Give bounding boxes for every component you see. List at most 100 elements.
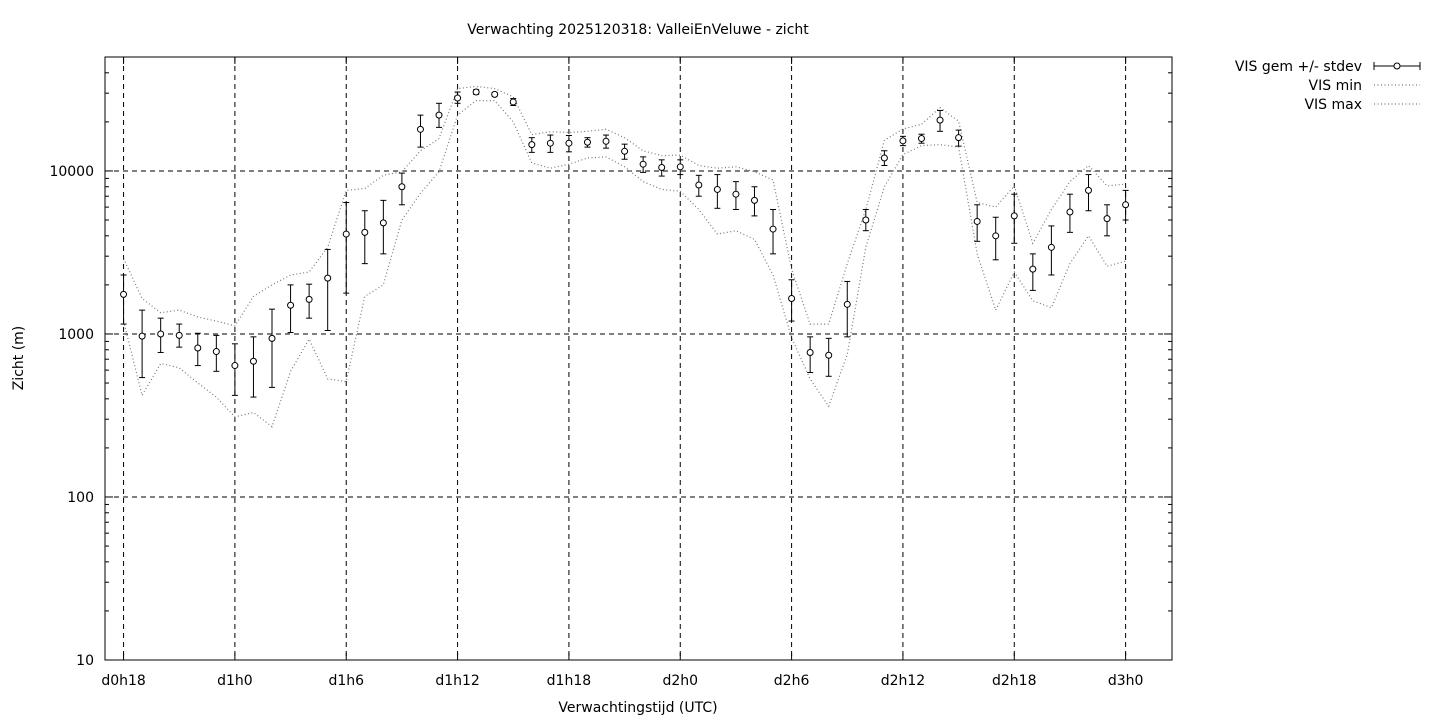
mean-marker: [862, 216, 870, 224]
mean-marker: [138, 332, 146, 340]
mean-marker: [973, 217, 981, 225]
legend-label: VIS gem +/- stdev: [1235, 59, 1362, 75]
x-tick-label: d2h12: [881, 673, 925, 689]
errorbar-point: [565, 134, 573, 153]
mean-marker: [713, 185, 721, 193]
vis-min-line: [123, 99, 1126, 428]
errorbar-point: [268, 308, 276, 388]
errorbar-point: [713, 174, 721, 209]
errorbar-point: [546, 134, 554, 153]
legend: VIS gem +/- stdev VIS min VIS max: [1235, 59, 1421, 113]
mean-marker: [1103, 215, 1111, 223]
errorbar-point: [1047, 225, 1055, 276]
legend-swatch-marker: [1393, 62, 1401, 70]
errorbar-point: [1122, 189, 1130, 221]
errorbar-point: [843, 280, 851, 338]
errorbar-point: [973, 204, 981, 242]
errorbar-point: [1084, 174, 1092, 212]
errorbar-point: [379, 199, 387, 255]
mean-marker: [1084, 186, 1092, 194]
mean-marker: [621, 147, 629, 155]
errorbar-point: [583, 137, 591, 148]
mean-marker: [120, 290, 128, 298]
errorbar-point: [175, 323, 183, 348]
mean-marker: [249, 357, 257, 365]
x-tick-label: d2h6: [774, 673, 810, 689]
mean-marker: [1010, 212, 1018, 220]
mean-marker: [398, 183, 406, 191]
mean-marker: [491, 90, 499, 98]
x-tick-label: d1h0: [217, 673, 253, 689]
mean-marker: [305, 295, 313, 303]
errorbar-point: [305, 283, 313, 319]
mean-marker: [788, 295, 796, 303]
mean-marker: [583, 138, 591, 146]
mean-marker: [1029, 265, 1037, 273]
errorbar-point: [491, 90, 499, 98]
x-tick-label: d0h18: [101, 673, 145, 689]
errorbar-point: [454, 91, 462, 104]
mean-marker: [565, 139, 573, 147]
series-vis-max: [123, 85, 1126, 327]
errorbar-point: [732, 181, 740, 211]
mean-marker: [268, 334, 276, 342]
mean-marker: [955, 134, 963, 142]
errorbar-point: [398, 172, 406, 206]
mean-marker: [658, 163, 666, 171]
mean-marker: [917, 135, 925, 143]
mean-marker: [880, 154, 888, 162]
chart-title: Verwachting 2025120318: ValleiEnVeluwe -…: [467, 22, 809, 38]
mean-marker: [695, 181, 703, 189]
errorbar-point: [936, 109, 944, 132]
mean-marker: [416, 125, 424, 133]
mean-marker: [806, 348, 814, 356]
errorbar-point: [324, 248, 332, 332]
series-vis-mean-stdev: [120, 88, 1130, 398]
x-tick-label: d1h18: [547, 673, 591, 689]
errorbar-point: [361, 210, 369, 265]
mean-marker: [936, 116, 944, 124]
errorbar-point: [1103, 204, 1111, 237]
x-tick-label: d3h0: [1108, 673, 1144, 689]
x-tick-label: d2h18: [992, 673, 1036, 689]
errorbar-point: [621, 143, 629, 160]
errorbar-point: [880, 150, 888, 166]
x-tick-label: d1h12: [435, 673, 479, 689]
mean-marker: [435, 111, 443, 119]
errorbar-point: [676, 159, 684, 176]
legend-label: VIS max: [1304, 97, 1362, 113]
mean-marker: [231, 362, 239, 370]
errorbar-point: [992, 216, 1000, 261]
errorbar-point: [287, 284, 295, 334]
y-axis-label: Zicht (m): [11, 326, 27, 391]
axis-ticks: d0h18 d1h0 d1h6 d1h12 d1h18 d2h0 d2h6 d2h12 d2h1…: [49, 56, 1172, 689]
mean-marker: [732, 190, 740, 198]
mean-marker: [1047, 243, 1055, 251]
errorbar-point: [955, 129, 963, 147]
errorbar-point: [212, 334, 220, 372]
plot-frame: [104, 56, 1173, 661]
errorbar-point: [249, 336, 257, 398]
mean-marker: [528, 141, 536, 149]
mean-marker: [287, 301, 295, 309]
errorbar-point: [120, 274, 128, 325]
mean-marker: [175, 331, 183, 339]
mean-marker: [324, 274, 332, 282]
y-tick-label: 100: [67, 490, 94, 506]
y-tick-label: 1000: [58, 327, 94, 343]
errorbar-point: [194, 332, 202, 367]
mean-marker: [1066, 208, 1074, 216]
legend-label: VIS min: [1309, 78, 1362, 94]
mean-marker: [750, 196, 758, 204]
x-axis-label: Verwachtingstijd (UTC): [558, 700, 717, 716]
x-tick-label: d1h6: [328, 673, 364, 689]
errorbar-point: [416, 114, 424, 148]
mean-marker: [992, 232, 1000, 240]
mean-marker: [212, 348, 220, 356]
errorbar-point: [1029, 253, 1037, 291]
mean-marker: [157, 330, 165, 338]
errorbar-point: [435, 102, 443, 128]
errorbar-point: [917, 133, 925, 144]
errorbar-point: [157, 317, 165, 353]
